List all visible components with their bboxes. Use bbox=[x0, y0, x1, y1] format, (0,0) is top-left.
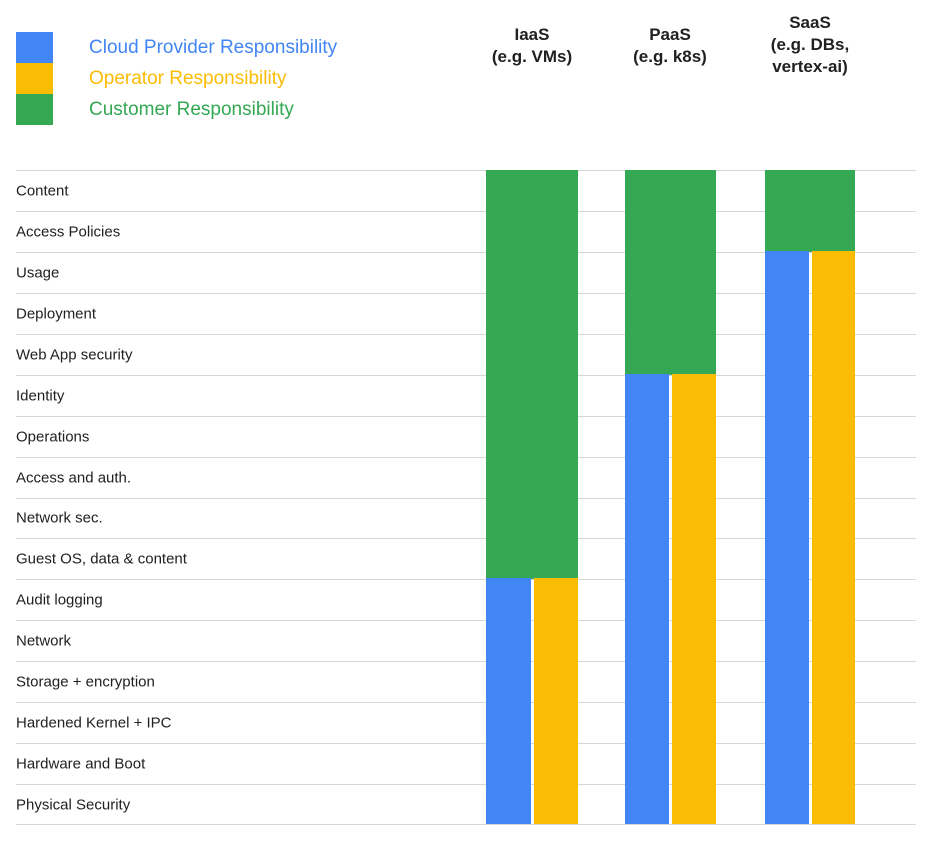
bar-column-iaas bbox=[486, 170, 578, 824]
chart-row: Web App security bbox=[16, 333, 916, 375]
row-label: Access and auth. bbox=[16, 469, 132, 487]
operator-swatch-icon bbox=[16, 63, 53, 94]
cloud-provider-swatch-icon bbox=[16, 32, 53, 63]
chart-row: Hardened Kernel + IPC bbox=[16, 702, 916, 743]
row-label: Audit logging bbox=[16, 591, 103, 609]
customer-responsibility-segment bbox=[625, 170, 716, 375]
chart-row: Audit logging bbox=[16, 579, 916, 620]
row-label: Usage bbox=[16, 264, 60, 282]
row-label: Content bbox=[16, 182, 69, 200]
customer-swatch-icon bbox=[16, 94, 53, 125]
row-label: Hardened Kernel + IPC bbox=[16, 714, 172, 732]
row-label: Storage + encryption bbox=[16, 673, 155, 691]
chart-row: Guest OS, data & content bbox=[16, 538, 916, 579]
cloud-provider-legend-label: Cloud Provider Responsibility bbox=[89, 36, 338, 58]
chart-row: Identity bbox=[16, 374, 916, 416]
chart-row: Network sec. bbox=[16, 497, 916, 539]
operator-responsibility-segment bbox=[672, 373, 716, 824]
chart-row: Operations bbox=[16, 415, 916, 457]
row-label: Hardware and Boot bbox=[16, 755, 146, 773]
customer-responsibility-segment bbox=[486, 170, 578, 580]
chart-row: Hardware and Boot bbox=[16, 743, 916, 784]
chart-row: Storage + encryption bbox=[16, 661, 916, 702]
customer-responsibility-segment bbox=[765, 170, 855, 252]
chart-row: Usage bbox=[16, 251, 916, 293]
row-label: Access Policies bbox=[16, 223, 121, 241]
column-header-iaas: IaaS (e.g. VMs) bbox=[491, 25, 573, 66]
operator-responsibility-segment bbox=[533, 578, 578, 824]
chart-row: Content bbox=[16, 170, 916, 211]
legend: Cloud Provider Responsibility Operator R… bbox=[16, 32, 337, 125]
row-label: Physical Security bbox=[16, 796, 131, 814]
column-header-paas: PaaS (e.g. k8s) bbox=[633, 25, 707, 66]
operator-legend-label: Operator Responsibility bbox=[89, 67, 287, 89]
chart-area: Content Access Policies Usage Deployment Web… bbox=[16, 170, 916, 825]
provider-responsibility-segment bbox=[625, 373, 669, 824]
row-label: Web App security bbox=[16, 346, 133, 364]
provider-responsibility-segment bbox=[765, 250, 809, 824]
bar-column-paas bbox=[625, 170, 716, 824]
column-header-saas: SaaS (e.g. DBs, vertex-ai) bbox=[770, 13, 850, 76]
legend-item-operator: Operator Responsibility bbox=[16, 63, 337, 94]
chart-row: Access Policies bbox=[16, 210, 916, 252]
provider-responsibility-segment bbox=[486, 578, 531, 824]
row-label: Identity bbox=[16, 387, 65, 405]
operator-responsibility-segment bbox=[811, 250, 855, 824]
chart-row: Access and auth. bbox=[16, 456, 916, 498]
chart-row: Physical Security bbox=[16, 784, 916, 825]
chart-row: Network bbox=[16, 620, 916, 661]
legend-item-cloud-provider: Cloud Provider Responsibility bbox=[16, 32, 337, 63]
row-label: Network sec. bbox=[16, 509, 103, 527]
row-label: Operations bbox=[16, 428, 90, 446]
row-label: Deployment bbox=[16, 305, 97, 323]
row-label: Network bbox=[16, 632, 72, 650]
row-label: Guest OS, data & content bbox=[16, 550, 187, 568]
customer-legend-label: Customer Responsibility bbox=[89, 98, 294, 120]
chart-row: Deployment bbox=[16, 292, 916, 334]
legend-item-customer: Customer Responsibility bbox=[16, 94, 337, 125]
bar-column-saas bbox=[765, 170, 855, 824]
